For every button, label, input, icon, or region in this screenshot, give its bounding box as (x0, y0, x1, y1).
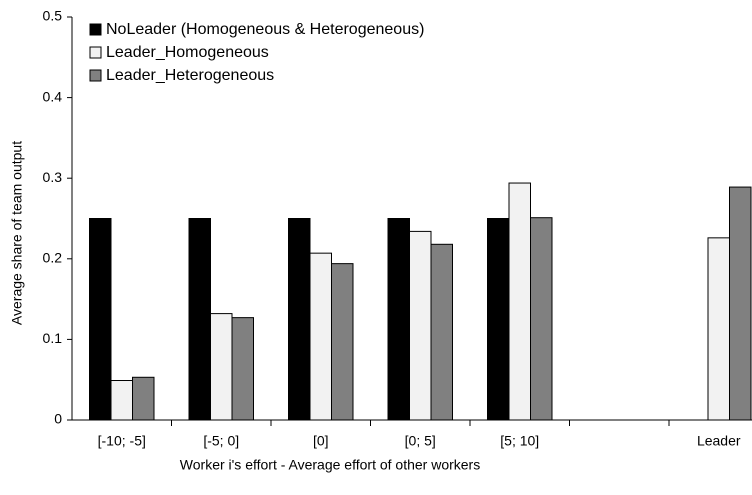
legend-label: Leader_Heterogeneous (106, 67, 274, 84)
bar (729, 186, 752, 421)
x-tick-label: [0; 5] (405, 433, 436, 449)
y-tick-label: 0.1 (43, 330, 63, 346)
bar (210, 313, 233, 421)
legend-label: Leader_Homogeneous (106, 44, 269, 61)
bar (508, 182, 531, 421)
bar (707, 237, 730, 421)
bar (387, 218, 410, 421)
y-tick-label: 0.3 (43, 169, 63, 185)
bar (288, 218, 311, 421)
bar (110, 380, 133, 421)
x-tick-label: [-10; -5] (98, 433, 146, 449)
y-axis-label: Average share of team output (9, 141, 25, 325)
bar (487, 218, 510, 421)
bar (530, 217, 553, 421)
bar (430, 243, 453, 421)
x-tick-label: [0] (313, 433, 329, 449)
bar (331, 263, 354, 421)
bar (89, 218, 112, 421)
y-tick-label: 0 (54, 411, 62, 427)
bar (409, 230, 432, 421)
x-tick-label: [-5; 0] (203, 433, 239, 449)
legend-label: NoLeader (Homogeneous & Heterogeneous) (106, 21, 424, 38)
y-tick-label: 0.5 (43, 8, 63, 24)
legend-swatch (89, 69, 102, 82)
legend-swatch (89, 23, 102, 36)
x-axis-label: Worker i's effort - Average effort of ot… (180, 457, 480, 473)
legend-swatch (89, 46, 102, 59)
bar (132, 376, 155, 421)
bar (231, 317, 254, 421)
x-tick-label: Leader (697, 433, 741, 449)
bar (188, 218, 211, 421)
x-tick-label: [5; 10] (500, 433, 539, 449)
y-tick-label: 0.2 (43, 250, 63, 266)
bar (309, 252, 332, 421)
y-tick-label: 0.4 (43, 88, 63, 104)
